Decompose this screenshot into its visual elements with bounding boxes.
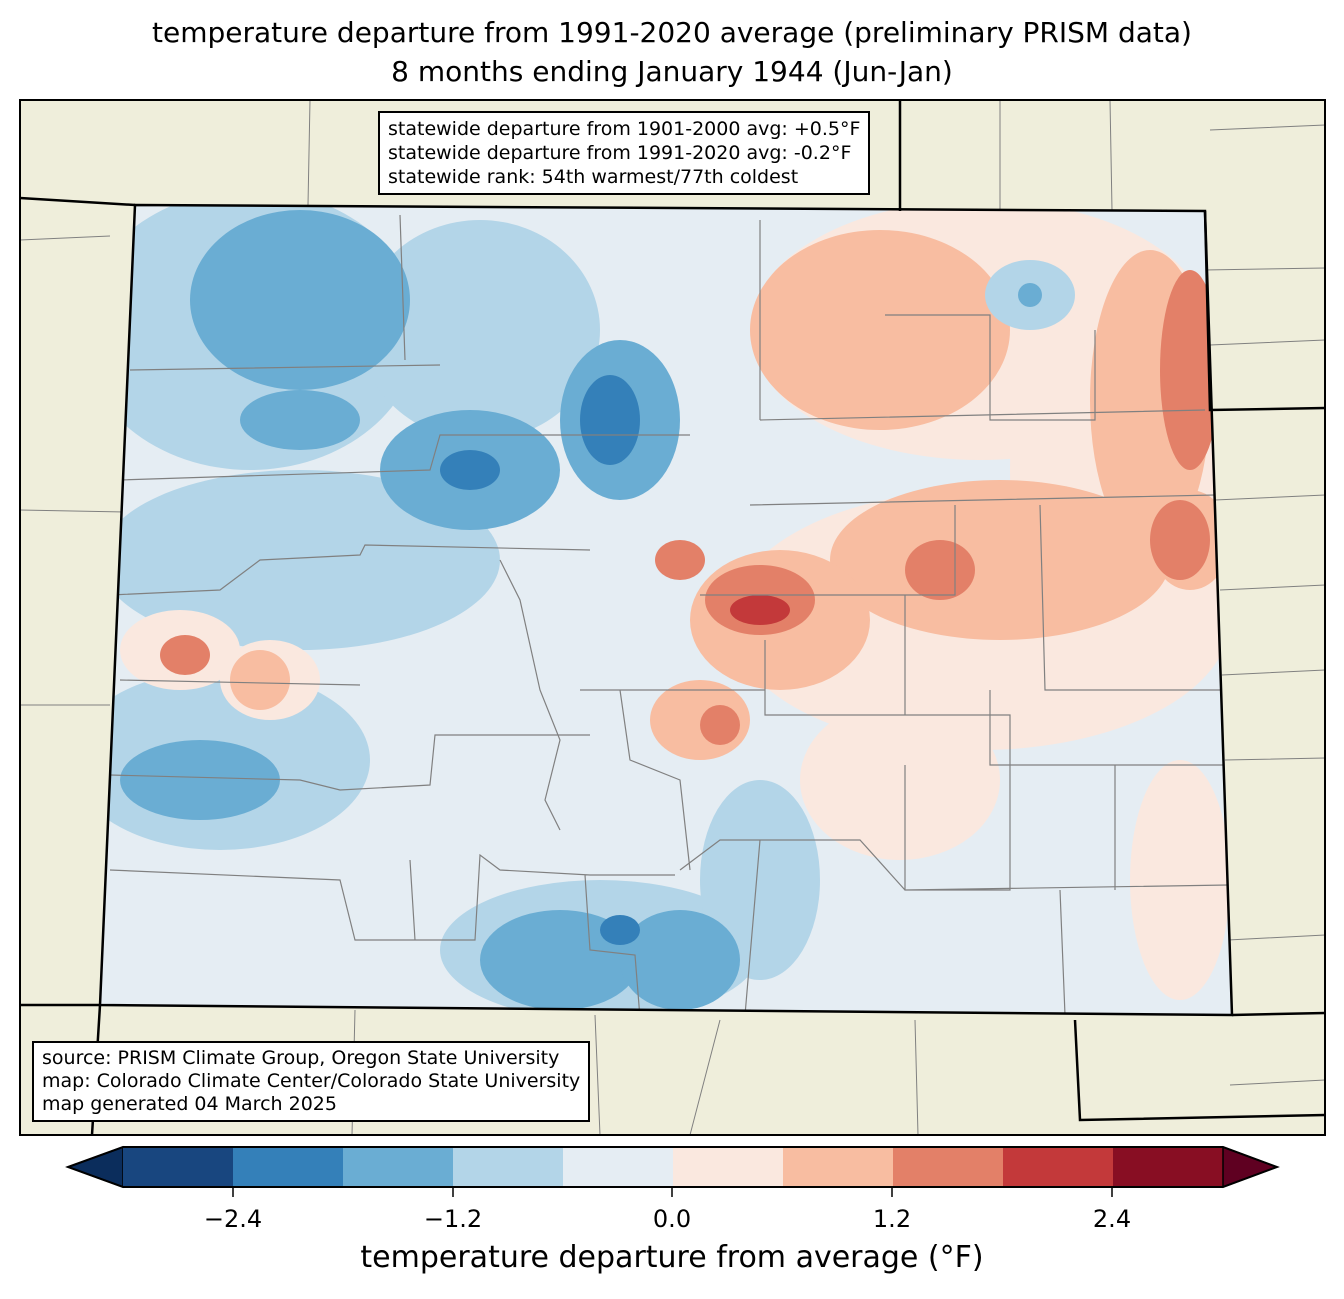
field-contour-region <box>1130 760 1230 1000</box>
colorbar-tick-label: −2.4 <box>203 1205 263 1233</box>
map-frame <box>19 99 1326 1136</box>
field-contour-region <box>620 910 740 1010</box>
neighbor-county-lines <box>20 100 1325 1135</box>
temperature-field <box>100 205 1232 1015</box>
colorbar-tick-label: 2.4 <box>1092 1205 1132 1233</box>
field-contour-region <box>1150 500 1210 580</box>
colorbar-over-extension <box>1222 1145 1280 1189</box>
colorbar-under-extension <box>65 1145 124 1189</box>
county-lines <box>109 214 1231 1015</box>
field-contour-region <box>440 450 500 490</box>
field-contour-region <box>160 635 210 675</box>
map-title: temperature departure from 1991-2020 ave… <box>152 16 1192 49</box>
colorbar-bin <box>343 1147 453 1187</box>
field-contour-region <box>190 210 410 390</box>
source-box: source: PRISM Climate Group, Oregon Stat… <box>32 1041 591 1122</box>
field-contour-region <box>700 705 740 745</box>
colorbar-tick-label: −1.2 <box>423 1205 483 1233</box>
field-contour-region <box>100 470 500 650</box>
field-contour-region <box>230 650 290 710</box>
colorbar-bin <box>123 1147 233 1187</box>
colorbar-bin <box>453 1147 563 1187</box>
field-contour-region <box>360 220 600 440</box>
map-subtitle: 8 months ending January 1944 (Jun-Jan) <box>391 55 953 88</box>
field-contour-region <box>120 740 280 820</box>
field-contour-region <box>655 540 705 580</box>
field-contour-region <box>1018 283 1042 307</box>
colorbar-bin <box>1003 1147 1113 1187</box>
stats-line-2: statewide departure from 1991-2020 avg: … <box>388 142 852 164</box>
colorbar <box>65 1145 1280 1197</box>
field-contour-region <box>830 480 1170 640</box>
source-line-1: source: PRISM Climate Group, Oregon Stat… <box>42 1047 560 1069</box>
colorbar-bin <box>1113 1147 1223 1187</box>
field-contour-region <box>800 700 1000 860</box>
field-contour-region <box>600 915 640 945</box>
colorbar-bin <box>233 1147 343 1187</box>
field-contour-region <box>240 390 360 450</box>
source-line-2: map: Colorado Climate Center/Colorado St… <box>42 1070 581 1092</box>
colorbar-outline <box>65 1146 1280 1188</box>
statewide-stats-box: statewide departure from 1901-2000 avg: … <box>378 111 871 195</box>
field-contour-region <box>480 910 640 1010</box>
field-contour-region <box>1160 270 1220 470</box>
colorbar-bin <box>673 1147 783 1187</box>
colorbar-bin <box>783 1147 893 1187</box>
source-line-3: map generated 04 March 2025 <box>42 1093 337 1115</box>
field-contour-region <box>580 375 640 465</box>
field-contour-region <box>905 540 975 600</box>
stats-line-1: statewide departure from 1901-2000 avg: … <box>388 118 861 140</box>
field-contour-region <box>730 595 790 625</box>
colorbar-bin <box>563 1147 673 1187</box>
field-contour-region <box>750 230 1010 430</box>
colorbar-tick-label: 1.2 <box>872 1205 912 1233</box>
colorbar-tick-label: 0.0 <box>652 1205 692 1233</box>
field-contour-region <box>700 780 820 980</box>
stats-line-3: statewide rank: 54th warmest/77th coldes… <box>388 166 799 188</box>
colorbar-bin <box>893 1147 1003 1187</box>
colorbar-label: temperature departure from average (°F) <box>360 1240 984 1275</box>
